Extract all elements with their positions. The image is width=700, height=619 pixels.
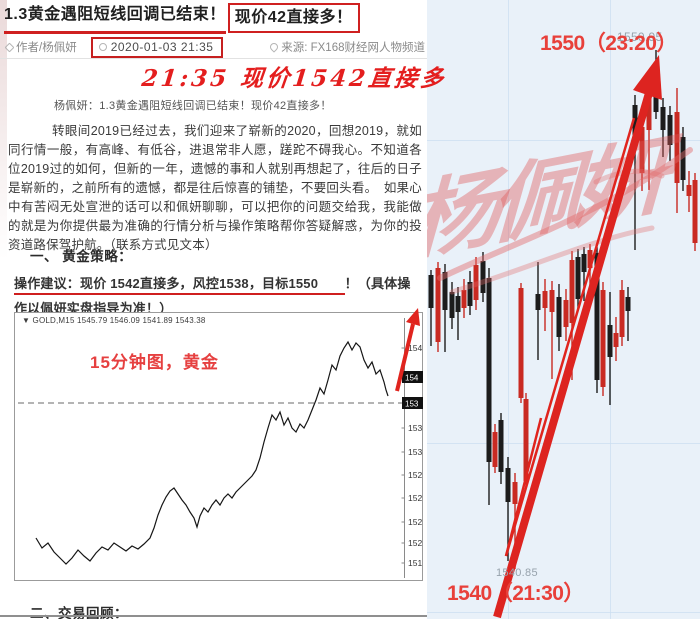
section-gold-strategy: 一、 黄金策略： [30,249,133,264]
gridline-horizontal [427,612,700,613]
mt4-chart-header: ▼ GOLD,M15 1545.79 1546.09 1541.89 1543.… [22,316,206,325]
article-meta: 作者/杨佩妍 2020-01-03 21:35 来源: FX168财经网人物频道 [0,36,427,58]
gridline-vertical [610,0,611,619]
high-annotation: 1550（23:20） [540,32,677,55]
source-field: 来源: FX168财经网人物频道 [268,39,425,55]
meta-divider [0,58,427,59]
author-label: 作者/杨佩妍 [16,42,77,54]
location-pin-icon [268,41,280,53]
title-highlight-box: 现价42直接多！ [227,3,360,33]
trade-advice-underlined: 操作建议：现价 1542直接多，风控1538，目标1550 [14,276,345,295]
article-column: 1.3黄金遇阻短线回调已结束！ 现价42直接多！ 作者/杨佩妍 2020-01-… [0,0,448,619]
publish-date: 2020-01-03 21:35 [110,39,214,54]
clock-icon [98,42,107,51]
source-label: 来源: FX168财经网人物频道 [281,42,425,54]
low-price-label: 1540.85 [496,567,538,579]
gridline-horizontal [427,140,700,141]
article-title: 1.3黄金遇阻短线回调已结束！ 现价42直接多！ [4,3,360,34]
author-field: 作者/杨佩妍 [4,39,77,55]
high-price-label: 1550.95 [617,30,663,44]
date-highlight-box: 2020-01-03 21:35 [90,36,224,58]
bottom-border [0,615,427,617]
zoomed-candle-chart [427,0,700,619]
article-abstract: 杨佩妍：1.3黄金遇阻短线回调已结束！现价42直接多！ [54,100,332,112]
title-main-text: 1.3黄金遇阻短线回调已结束！ [4,3,226,34]
gridline-horizontal [427,443,700,444]
article-paragraph: 转眼间2019已经过去，我们迎来了崭新的2020，回想2019，就如同行情一般，… [8,124,422,252]
low-annotation: 1540（21:30） [447,582,584,605]
page-edge [0,0,7,260]
handwritten-annotation: 21:35 现价1542直接多 [140,65,448,92]
gridline-vertical [508,0,509,619]
chart-period-label: 15分钟图，黄金 [90,353,219,372]
pencil-icon [4,42,15,52]
